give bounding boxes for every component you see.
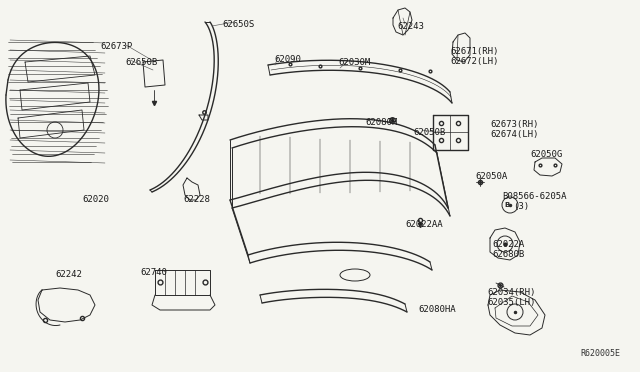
Text: 62650S: 62650S — [222, 20, 254, 29]
Text: 62090: 62090 — [274, 55, 301, 64]
Text: 62671(RH): 62671(RH) — [450, 47, 499, 56]
Text: 62050B: 62050B — [413, 128, 445, 137]
Text: 62034(RH): 62034(RH) — [487, 288, 536, 297]
Text: 62022A: 62022A — [492, 240, 524, 249]
Text: 62673P: 62673P — [100, 42, 132, 51]
Text: 62674(LH): 62674(LH) — [490, 130, 538, 139]
Text: 62650B: 62650B — [125, 58, 157, 67]
Text: (3): (3) — [513, 202, 529, 211]
Text: 62080H: 62080H — [365, 118, 397, 127]
Text: 62030M: 62030M — [338, 58, 371, 67]
Text: 62740: 62740 — [140, 268, 167, 277]
Text: 62243: 62243 — [397, 22, 424, 31]
Text: 62035(LH): 62035(LH) — [487, 298, 536, 307]
Text: 62228: 62228 — [183, 195, 210, 204]
Text: 62242: 62242 — [55, 270, 82, 279]
Text: 62680B: 62680B — [492, 250, 524, 259]
Text: 62022AA: 62022AA — [405, 220, 443, 229]
Text: 62672(LH): 62672(LH) — [450, 57, 499, 66]
Text: R620005E: R620005E — [580, 349, 620, 358]
Text: 62020: 62020 — [82, 195, 109, 204]
Text: 62050G: 62050G — [530, 150, 563, 159]
Text: B: B — [504, 202, 509, 208]
Text: 62050A: 62050A — [475, 172, 508, 181]
Text: 62080HA: 62080HA — [418, 305, 456, 314]
Text: 62673(RH): 62673(RH) — [490, 120, 538, 129]
Text: B08566-6205A: B08566-6205A — [502, 192, 566, 201]
